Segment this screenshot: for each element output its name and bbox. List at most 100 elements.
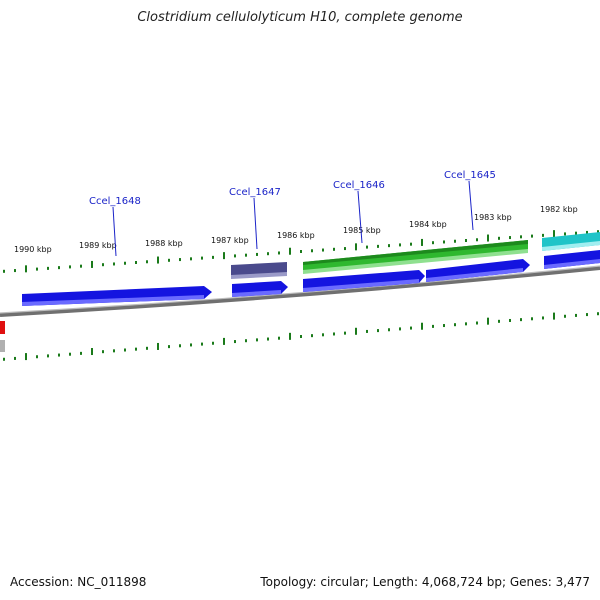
outer-ruler-tick bbox=[366, 245, 368, 249]
inner-ruler-tick bbox=[157, 342, 159, 350]
outer-ruler-tick bbox=[157, 256, 159, 264]
inner-ruler-tick bbox=[509, 318, 511, 322]
inner-ruler-tick bbox=[256, 338, 258, 342]
outer-ruler-tick bbox=[234, 254, 236, 258]
inner-ruler-tick bbox=[135, 347, 137, 351]
inner-ruler-tick bbox=[564, 314, 566, 318]
inner-ruler-tick bbox=[344, 331, 346, 335]
outer-ruler-tick bbox=[289, 247, 291, 255]
gene-green-cds[interactable] bbox=[303, 240, 528, 274]
inner-ruler-tick bbox=[553, 312, 555, 320]
inner-ruler-tick bbox=[454, 323, 456, 327]
outer-ruler-tick bbox=[179, 258, 181, 262]
leader-ccel-1648 bbox=[112, 206, 117, 257]
outer-ruler-tick bbox=[80, 264, 82, 268]
inner-ruler-tick bbox=[388, 328, 390, 332]
leader-ccel-1647 bbox=[253, 197, 258, 250]
inner-ruler-tick bbox=[498, 319, 500, 323]
inner-ruler-tick bbox=[421, 322, 423, 330]
gene-ccel-1647[interactable] bbox=[231, 262, 287, 279]
outer-ruler-tick bbox=[432, 241, 434, 245]
outer-ruler-tick bbox=[190, 257, 192, 261]
outer-ruler-tick bbox=[333, 247, 335, 251]
outer-ruler-tick bbox=[553, 230, 555, 238]
outer-ruler-tick bbox=[597, 230, 599, 234]
outer-ruler-tick bbox=[509, 236, 511, 240]
outer-ruler-tick bbox=[25, 265, 27, 273]
outer-ruler-tick bbox=[267, 252, 269, 256]
inner-ruler-tick bbox=[355, 327, 357, 335]
inner-ruler-tick bbox=[168, 345, 170, 349]
inner-ruler-tick bbox=[47, 354, 49, 358]
genome-backbone bbox=[0, 266, 600, 317]
gene-label-ccel-1648[interactable]: Ccel_1648 bbox=[89, 196, 141, 207]
inner-ruler-tick bbox=[267, 337, 269, 341]
outer-ruler bbox=[3, 230, 599, 273]
outer-ruler-tick bbox=[245, 253, 247, 257]
inner-ruler-tick bbox=[300, 335, 302, 338]
outer-ruler-tick bbox=[443, 240, 445, 244]
outer-ruler-tick bbox=[355, 243, 357, 251]
inner-ruler-tick bbox=[487, 317, 489, 325]
outer-ruler-tick bbox=[410, 242, 412, 246]
outer-ruler-tick bbox=[399, 243, 401, 247]
gene-right-edge-arrow[interactable] bbox=[544, 250, 600, 269]
outer-ruler-tick bbox=[212, 255, 214, 259]
outer-ruler-tick bbox=[91, 260, 93, 268]
gene-ccel-1648-arrow[interactable] bbox=[22, 286, 212, 306]
outer-ruler-tick bbox=[377, 244, 379, 248]
inner-ruler-tick bbox=[410, 326, 412, 330]
inner-ruler-tick bbox=[25, 353, 27, 361]
inner-ruler-tick bbox=[575, 313, 577, 317]
gene-ccel-1645-arrow[interactable] bbox=[426, 259, 530, 282]
inner-ruler-tick bbox=[443, 324, 445, 328]
gray-feature[interactable] bbox=[0, 340, 5, 352]
outer-ruler-tick bbox=[344, 247, 346, 251]
outer-ruler-tick bbox=[586, 230, 588, 234]
tick-label-1984: 1984 kbp bbox=[409, 220, 447, 229]
accession-label: Accession: NC_011898 bbox=[10, 575, 147, 589]
inner-ruler-tick bbox=[289, 332, 291, 340]
outer-ruler-tick bbox=[322, 248, 324, 252]
inner-ruler-tick bbox=[311, 334, 313, 338]
tick-label-1987: 1987 kbp bbox=[211, 236, 249, 245]
inner-ruler bbox=[3, 312, 599, 361]
inner-ruler-tick bbox=[377, 329, 379, 333]
outer-ruler-tick bbox=[168, 258, 170, 262]
gene-cyan-cds[interactable] bbox=[542, 232, 600, 251]
inner-ruler-tick bbox=[234, 340, 236, 344]
gene-label-ccel-1645[interactable]: Ccel_1645 bbox=[444, 170, 496, 181]
inner-ruler-tick bbox=[14, 356, 16, 360]
outer-ruler-tick bbox=[487, 234, 489, 242]
gene-ccel-1646-arrow[interactable] bbox=[303, 270, 425, 292]
outer-ruler-tick bbox=[47, 266, 49, 270]
inner-ruler-tick bbox=[58, 353, 60, 357]
outer-ruler-tick bbox=[575, 231, 577, 235]
leader-ccel-1646 bbox=[357, 190, 363, 244]
red-feature[interactable] bbox=[0, 321, 5, 334]
inner-ruler-tick bbox=[333, 332, 335, 336]
inner-ruler-tick bbox=[36, 355, 38, 359]
tick-label-1982: 1982 kbp bbox=[540, 205, 578, 214]
inner-ruler-tick bbox=[245, 339, 247, 343]
gene-ccel-1647-arrow[interactable] bbox=[232, 281, 288, 297]
tick-label-1986: 1986 kbp bbox=[277, 231, 315, 240]
inner-ruler-tick bbox=[366, 329, 368, 333]
outer-ruler-tick bbox=[256, 252, 258, 256]
inner-ruler-tick bbox=[223, 337, 225, 345]
tick-label-1988: 1988 kbp bbox=[145, 239, 183, 248]
outer-ruler-tick bbox=[69, 265, 71, 269]
gene-label-ccel-1646[interactable]: Ccel_1646 bbox=[333, 180, 385, 191]
tick-label-1983: 1983 kbp bbox=[474, 213, 512, 222]
outer-ruler-tick bbox=[278, 251, 280, 255]
genome-summary: Topology: circular; Length: 4,068,724 bp… bbox=[260, 575, 590, 589]
inner-ruler-tick bbox=[124, 348, 126, 352]
inner-ruler-tick bbox=[465, 322, 467, 326]
outer-ruler-tick bbox=[135, 261, 137, 264]
gene-label-ccel-1647[interactable]: Ccel_1647 bbox=[229, 187, 281, 198]
inner-ruler-tick bbox=[520, 318, 522, 322]
tick-label-1985: 1985 kbp bbox=[343, 226, 381, 235]
outer-ruler-tick bbox=[124, 261, 126, 265]
outer-ruler-tick bbox=[58, 266, 60, 270]
